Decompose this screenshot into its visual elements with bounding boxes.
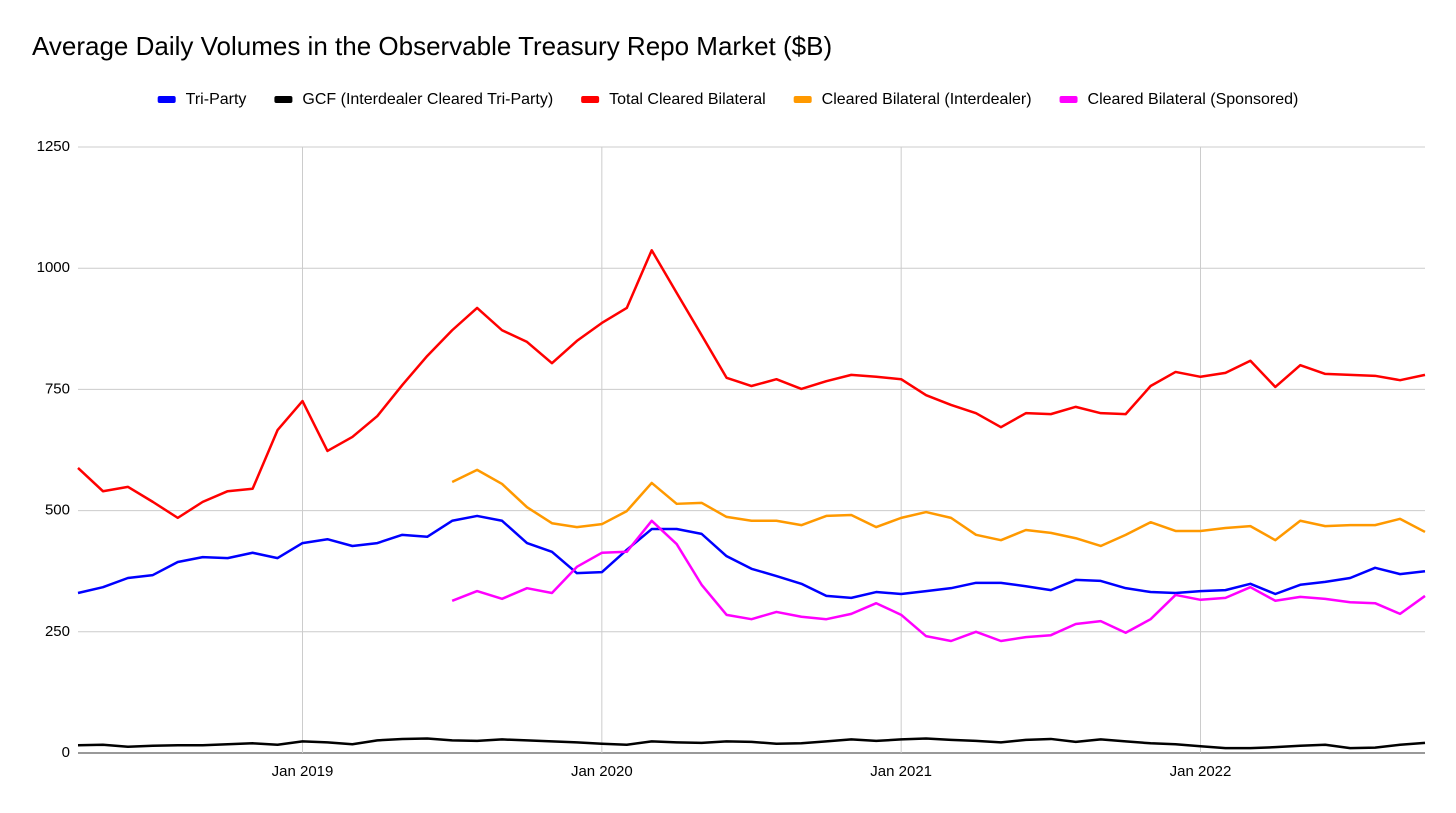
- legend-swatch: [274, 96, 293, 103]
- legend-label: Total Cleared Bilateral: [609, 91, 766, 108]
- series-line: [77, 514, 1426, 600]
- series-line: [451, 468, 1426, 548]
- x-tick-label: Jan 2020: [571, 763, 633, 780]
- x-tick-label: Jan 2021: [870, 763, 932, 780]
- x-tick-label: Jan 2022: [1170, 763, 1232, 780]
- y-tick-label: 750: [45, 380, 70, 397]
- legend-label: Cleared Bilateral (Interdealer): [822, 91, 1032, 108]
- series-line: [77, 737, 1426, 750]
- y-tick-label: 250: [45, 623, 70, 640]
- series-line: [451, 519, 1426, 643]
- legend-swatch: [1059, 96, 1078, 103]
- y-tick-label: 1000: [37, 259, 70, 276]
- y-tick-label: 0: [62, 744, 70, 761]
- legend-label: Tri-Party: [186, 91, 247, 108]
- legend-swatch: [581, 96, 600, 103]
- y-tick-label: 1250: [37, 138, 70, 155]
- series-line: [77, 249, 1426, 520]
- legend-label: Cleared Bilateral (Sponsored): [1088, 91, 1299, 108]
- chart-title: Average Daily Volumes in the Observable …: [32, 31, 832, 61]
- legend-swatch: [793, 96, 812, 103]
- legend-swatch: [157, 96, 176, 103]
- y-tick-label: 500: [45, 502, 70, 519]
- legend-label: GCF (Interdealer Cleared Tri-Party): [302, 91, 553, 108]
- x-tick-label: Jan 2019: [272, 763, 334, 780]
